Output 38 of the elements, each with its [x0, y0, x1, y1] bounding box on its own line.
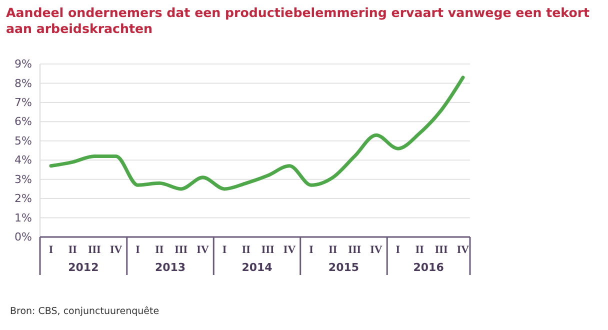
x-tick-label: I — [396, 244, 400, 256]
x-tick-label: III — [261, 244, 274, 256]
text: 2013 — [154, 261, 186, 274]
x-tick-label: I — [222, 244, 227, 256]
x-tick-label: IV — [110, 244, 122, 256]
text: 2014 — [242, 261, 273, 274]
x-tick-label: I — [136, 244, 140, 256]
x-tick-label: III — [434, 244, 448, 256]
y-tick-label: 0% — [14, 230, 32, 244]
text: Bron: CBS, conjunctuurenquête — [10, 306, 160, 317]
text: 2012 — [68, 261, 99, 274]
x-tick-label: III — [88, 244, 101, 256]
y-tick-label: 9% — [14, 58, 32, 71]
x-tick-label: IV — [196, 244, 209, 256]
x-tick-label: I — [48, 244, 54, 256]
x-tick-label: III — [348, 244, 361, 256]
y-tick-label: 6% — [14, 115, 32, 128]
x-tick-label: III — [174, 244, 188, 256]
x-tick-label: IV — [370, 244, 382, 256]
x-tick-label: IV — [456, 244, 470, 256]
x-tick-label: II — [242, 244, 250, 256]
y-tick-label: 2% — [14, 192, 32, 206]
x-tick-label: II — [328, 244, 338, 256]
x-tick-label: IV — [283, 244, 296, 256]
x-tick-label: II — [155, 244, 164, 256]
y-tick-label: 4% — [14, 154, 32, 167]
text: 2015 — [328, 261, 360, 274]
text: 2016 — [413, 261, 444, 274]
y-tick-label: 3% — [14, 172, 32, 186]
line-series — [49, 76, 465, 191]
y-tick-label: 7% — [14, 96, 32, 109]
y-tick-label: 5% — [14, 134, 32, 148]
x-tick-label: II — [68, 244, 77, 256]
chart-title: Aandeel ondernemers dat een productiebelemmering ervaart vanwege een tekort aan arbeidskrachten — [6, 5, 590, 36]
y-tick-label: 1% — [14, 211, 32, 224]
x-tick-label: II — [415, 244, 424, 256]
x-tick-label: I — [309, 244, 314, 256]
y-tick-label: 8% — [14, 76, 32, 90]
